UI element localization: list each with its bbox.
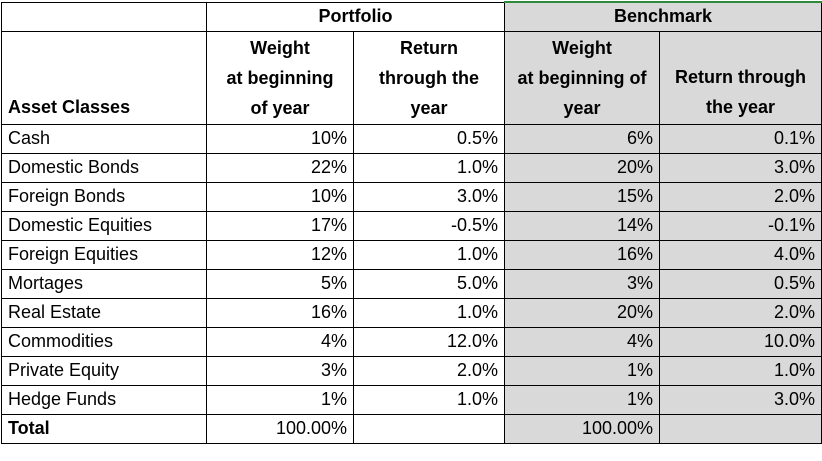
portfolio-weight-cell: 10% xyxy=(206,181,354,212)
portfolio-return-cell: 1.0% xyxy=(353,384,505,415)
benchmark-weight-total: 100.00% xyxy=(504,413,660,444)
asset-class-cell: Domestic Bonds xyxy=(1,152,207,183)
benchmark-weight-cell: 20% xyxy=(504,152,660,183)
benchmark-return-cell: 3.0% xyxy=(658,384,822,415)
portfolio-weight-cell: 12% xyxy=(206,239,354,270)
benchmark-return-cell: 0.1% xyxy=(658,123,822,154)
portfolio-weight-cell: 5% xyxy=(206,268,354,299)
benchmark-return-cell: 10.0% xyxy=(658,326,822,357)
portfolio-weight-header: Weight at beginning of year xyxy=(206,30,354,125)
header-line: Return through xyxy=(675,66,806,87)
benchmark-return-cell: 3.0% xyxy=(658,152,822,183)
asset-classes-header: Asset Classes xyxy=(1,30,207,125)
header-line: Return xyxy=(400,37,458,58)
asset-class-cell: Mortages xyxy=(1,268,207,299)
benchmark-return-cell: 2.0% xyxy=(658,181,822,212)
corner-cell xyxy=(1,1,207,32)
header-line: year xyxy=(410,97,448,118)
portfolio-return-cell: -0.5% xyxy=(353,210,505,241)
header-line: through the xyxy=(379,67,479,88)
benchmark-weight-cell: 1% xyxy=(504,384,660,415)
portfolio-return-cell: 5.0% xyxy=(353,268,505,299)
portfolio-return-cell: 3.0% xyxy=(353,181,505,212)
table-row: Foreign Equities 12% 1.0% 16% 4.0% xyxy=(1,239,822,270)
total-label: Total xyxy=(1,413,207,444)
portfolio-group-header: Portfolio xyxy=(206,1,505,32)
table-row: Private Equity 3% 2.0% 1% 1.0% xyxy=(1,355,822,386)
portfolio-weight-total: 100.00% xyxy=(206,413,354,444)
benchmark-weight-header: Weight at beginning of year xyxy=(504,30,660,125)
benchmark-weight-cell: 15% xyxy=(504,181,660,212)
benchmark-return-cell: 1.0% xyxy=(658,355,822,386)
table-row: Real Estate 16% 1.0% 20% 2.0% xyxy=(1,297,822,328)
portfolio-weight-cell: 17% xyxy=(206,210,354,241)
header-line: at beginning xyxy=(226,67,334,88)
benchmark-weight-cell: 6% xyxy=(504,123,660,154)
asset-class-cell: Commodities xyxy=(1,326,207,357)
benchmark-weight-cell: 16% xyxy=(504,239,660,270)
benchmark-return-header: Return through the year xyxy=(658,30,822,125)
table-row: Foreign Bonds 10% 3.0% 15% 2.0% xyxy=(1,181,822,212)
benchmark-group-header: Benchmark xyxy=(503,1,822,32)
benchmark-return-total xyxy=(658,413,822,444)
table-row: Commodities 4% 12.0% 4% 10.0% xyxy=(1,326,822,357)
benchmark-return-cell: 2.0% xyxy=(658,297,822,328)
table-row: Cash 10% 0.5% 6% 0.1% xyxy=(1,123,822,154)
table-row: Hedge Funds 1% 1.0% 1% 3.0% xyxy=(1,384,822,415)
portfolio-return-cell: 1.0% xyxy=(353,239,505,270)
asset-allocation-table: Portfolio Benchmark Asset Classes Weight… xyxy=(1,1,822,444)
benchmark-weight-cell: 4% xyxy=(504,326,660,357)
header-line: Weight xyxy=(250,37,310,58)
portfolio-return-cell: 0.5% xyxy=(353,123,505,154)
portfolio-return-cell: 2.0% xyxy=(353,355,505,386)
table-row: Mortages 5% 5.0% 3% 0.5% xyxy=(1,268,822,299)
benchmark-weight-cell: 14% xyxy=(504,210,660,241)
asset-class-cell: Foreign Equities xyxy=(1,239,207,270)
benchmark-weight-cell: 3% xyxy=(504,268,660,299)
table-row: Domestic Bonds 22% 1.0% 20% 3.0% xyxy=(1,152,822,183)
benchmark-return-cell: 4.0% xyxy=(658,239,822,270)
table-row: Domestic Equities 17% -0.5% 14% -0.1% xyxy=(1,210,822,241)
benchmark-return-cell: -0.1% xyxy=(658,210,822,241)
asset-class-cell: Hedge Funds xyxy=(1,384,207,415)
header-line: year xyxy=(563,97,601,118)
asset-class-cell: Private Equity xyxy=(1,355,207,386)
portfolio-return-cell: 1.0% xyxy=(353,297,505,328)
portfolio-weight-cell: 3% xyxy=(206,355,354,386)
portfolio-weight-cell: 10% xyxy=(206,123,354,154)
portfolio-return-cell: 12.0% xyxy=(353,326,505,357)
portfolio-return-header: Return through the year xyxy=(353,30,505,125)
portfolio-return-total xyxy=(353,413,505,444)
portfolio-weight-cell: 4% xyxy=(206,326,354,357)
header-line: the year xyxy=(705,96,776,117)
portfolio-weight-cell: 22% xyxy=(206,152,354,183)
header-line: at beginning of xyxy=(517,67,647,88)
asset-class-cell: Cash xyxy=(1,123,207,154)
benchmark-return-cell: 0.5% xyxy=(658,268,822,299)
portfolio-return-cell: 1.0% xyxy=(353,152,505,183)
asset-class-cell: Domestic Equities xyxy=(1,210,207,241)
portfolio-weight-cell: 1% xyxy=(206,384,354,415)
header-line: of year xyxy=(250,97,310,118)
asset-class-cell: Foreign Bonds xyxy=(1,181,207,212)
header-line: Weight xyxy=(552,37,612,58)
benchmark-weight-cell: 1% xyxy=(504,355,660,386)
benchmark-weight-cell: 20% xyxy=(504,297,660,328)
total-row: Total 100.00% 100.00% xyxy=(1,413,822,444)
asset-class-cell: Real Estate xyxy=(1,297,207,328)
portfolio-weight-cell: 16% xyxy=(206,297,354,328)
